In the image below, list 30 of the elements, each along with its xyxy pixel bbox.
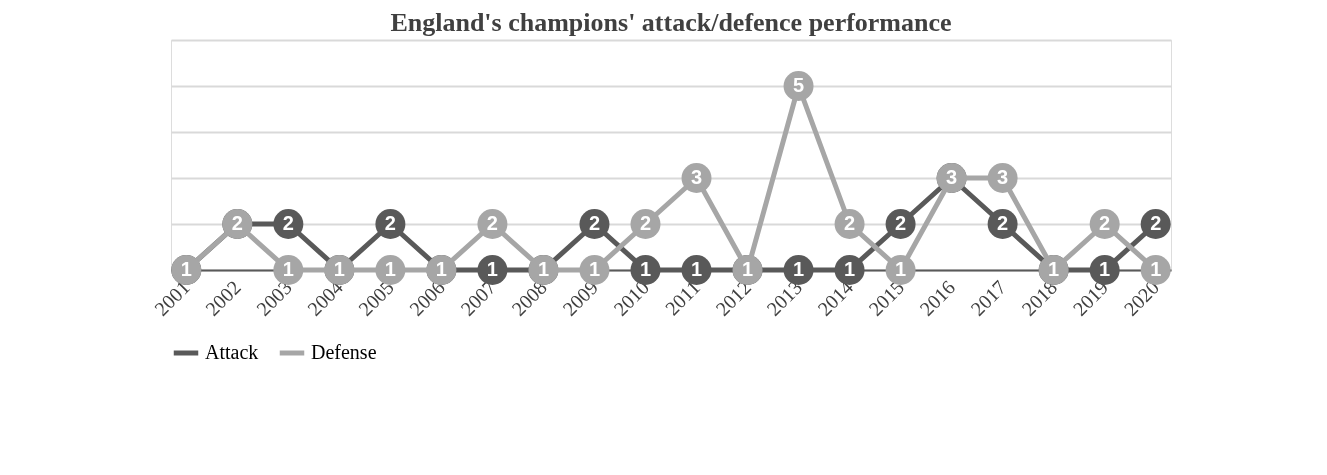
data-label: 2 — [486, 212, 498, 234]
data-label: 3 — [997, 166, 1009, 188]
data-label: 1 — [435, 258, 447, 280]
legend-label: Defense — [311, 341, 377, 363]
data-label: 1 — [792, 258, 805, 280]
data-label: 1 — [1150, 258, 1162, 280]
data-label: 1 — [180, 258, 192, 280]
data-label: 1 — [588, 258, 601, 280]
data-label: 5 — [792, 74, 805, 96]
data-label: 2 — [1099, 212, 1111, 234]
chart-title: England's champions' attack/defence performance — [390, 8, 952, 37]
data-label: 2 — [1150, 212, 1162, 234]
data-label: 1 — [282, 258, 294, 280]
data-label: 2 — [639, 212, 652, 234]
data-label: 1 — [486, 258, 498, 280]
data-label: 1 — [639, 258, 652, 280]
data-label: 3 — [946, 166, 958, 188]
data-label: 2 — [384, 212, 396, 234]
data-label: 2 — [844, 212, 856, 234]
data-label: 2 — [231, 212, 243, 234]
data-label: 1 — [537, 258, 550, 280]
data-label: 1 — [1099, 258, 1111, 280]
data-label: 2 — [895, 212, 907, 234]
data-label: 2 — [997, 212, 1009, 234]
data-label: 2 — [588, 212, 601, 234]
data-label: 3 — [690, 166, 703, 188]
data-label: 1 — [384, 258, 396, 280]
data-label: 2 — [282, 212, 294, 234]
data-label: 1 — [1048, 258, 1060, 280]
legend-label: Attack — [205, 341, 259, 363]
